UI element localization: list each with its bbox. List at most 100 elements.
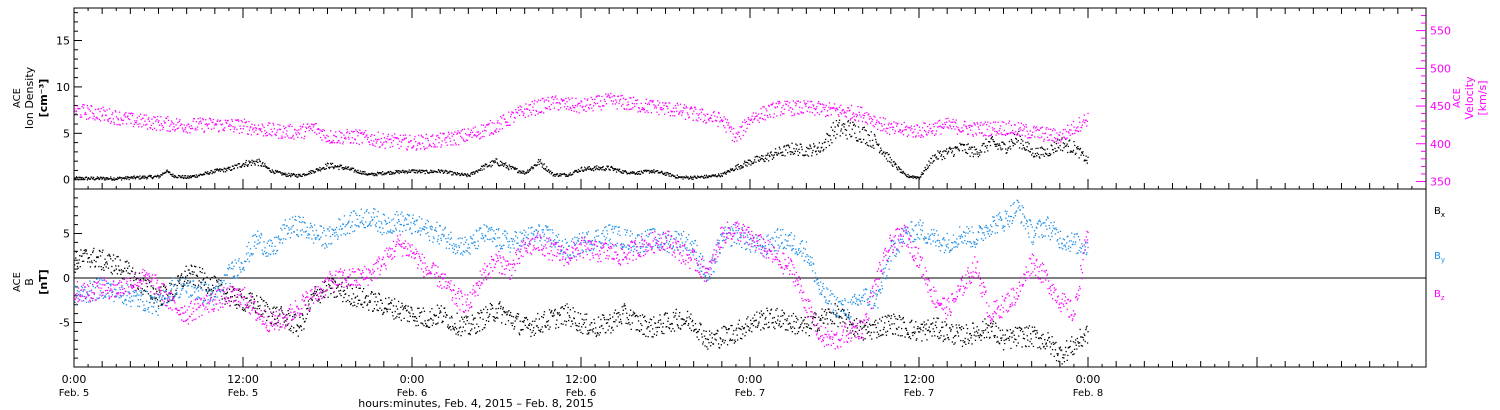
bx-point [592,331,594,333]
density-point [495,158,497,160]
density-point [546,166,548,168]
density-point [344,167,346,169]
bx-point [547,320,550,322]
density-point [842,132,844,134]
velocity-point [139,123,141,125]
density-point [942,156,945,158]
bx-point [134,273,136,275]
velocity-point [680,110,682,112]
bx-point [983,330,985,332]
density-point [585,169,587,171]
velocity-point [677,104,679,106]
density-point [1069,139,1071,141]
velocity-point [274,133,277,136]
bx-point [908,336,911,338]
bx-point [158,289,160,291]
velocity-point [309,125,311,127]
bx-point [735,327,738,329]
velocity-point [1005,123,1007,125]
velocity-point [600,100,602,102]
velocity-point [817,102,819,104]
velocity-point [940,133,942,135]
velocity-point [627,103,630,106]
density-point [186,176,189,178]
velocity-point [1007,132,1009,135]
bx-point [260,314,262,316]
bx-point [621,323,623,325]
velocity-point [1023,128,1025,130]
bx-point [956,330,958,333]
velocity-point [805,105,807,107]
velocity-point [932,130,934,132]
bx-point [513,328,515,330]
velocity-point [417,142,419,144]
bx-point [230,296,232,298]
velocity-point [857,106,859,108]
density-point [851,128,853,130]
density-point [266,166,268,168]
velocity-point [187,123,189,125]
density-point [110,178,113,180]
bx-point [715,333,717,335]
bx-point [775,322,778,324]
bx-point [594,332,596,334]
velocity-point [350,130,353,132]
velocity-point [882,129,884,132]
density-point [382,173,384,175]
density-point [295,175,297,177]
bx-point [552,315,554,317]
density-point [158,177,160,179]
density-point [284,172,286,174]
velocity-point [254,124,256,126]
density-point [703,177,705,179]
velocity-point [820,111,822,113]
density-point [1044,152,1047,154]
density-point [979,154,981,156]
velocity-point [226,120,228,122]
density-point [915,176,917,178]
density-point [827,140,829,143]
density-point [271,169,273,171]
bx-point [898,326,900,328]
bx-point [756,326,759,328]
density-point [857,126,860,128]
velocity-point [1079,121,1081,123]
velocity-point [910,125,912,127]
velocity-point [1011,131,1013,134]
velocity-point [1048,128,1050,130]
velocity-point [219,119,222,122]
velocity-point [134,120,136,122]
density-point [96,176,99,178]
density-point [932,160,934,163]
velocity-point [372,144,374,146]
density-point [499,164,501,167]
density-point [460,173,462,175]
density-point [206,173,208,175]
velocity-point [799,106,801,108]
density-point [406,172,408,174]
bx-point [442,320,444,323]
velocity-point [1032,131,1034,133]
bx-point [805,326,808,328]
density-point [641,171,643,173]
bx-point [992,320,995,323]
velocity-point [737,131,739,133]
velocity-point [740,126,742,128]
velocity-point [325,137,327,139]
bx-point [608,325,610,327]
velocity-point [201,128,203,130]
velocity-point [968,126,971,129]
velocity-point [294,129,296,131]
bx-point [851,324,853,326]
density-point [308,170,310,173]
bx-point [649,330,651,332]
velocity-point [707,113,709,115]
velocity-point [303,137,305,140]
velocity-point [582,105,584,108]
bx-point [411,309,413,311]
velocity-point [261,131,263,133]
density-point [1079,147,1082,150]
bx-point [516,318,518,320]
density-point [86,176,88,178]
density-point [1075,152,1077,154]
